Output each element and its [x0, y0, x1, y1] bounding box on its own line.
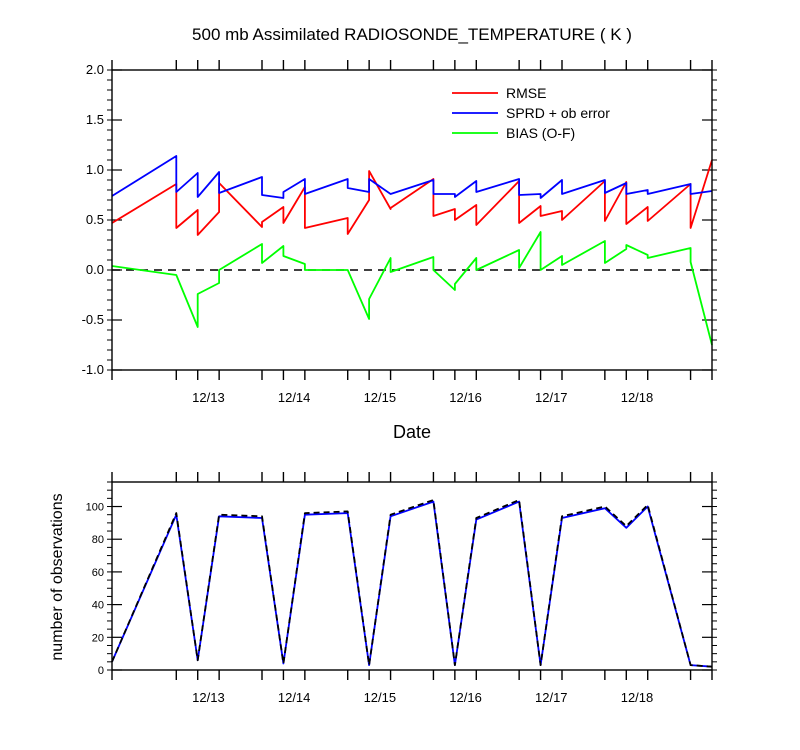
y-tick-label: 0.0 [86, 262, 104, 277]
x-tick-label: 12/16 [449, 390, 482, 405]
series-line-bias-o-f [111, 231, 713, 346]
series-line-obs-assimilated [111, 499, 713, 668]
x-tick-label: 12/15 [364, 390, 397, 405]
x-tick-label: 12/17 [535, 390, 568, 405]
legend: RMSE SPRD + ob error BIAS (O-F) [452, 85, 610, 141]
y-tick-label: 80 [92, 534, 104, 546]
series-line-rmse [111, 159, 713, 236]
y-tick-label: 40 [92, 600, 104, 612]
series-line-sprd-ob-error [111, 155, 713, 199]
x-tick-label: 12/18 [621, 390, 654, 405]
x-tick-label: 12/14 [278, 690, 311, 705]
x-tick-label: 12/13 [192, 390, 225, 405]
y-tick-label: 1.0 [86, 162, 104, 177]
series-line-obs-total [111, 500, 713, 668]
x-tick-label: 12/14 [278, 390, 311, 405]
y-tick-label: 20 [92, 632, 104, 644]
legend-label-sprd-ob-error: SPRD + ob error [506, 105, 610, 121]
chart-title: 500 mb Assimilated RADIOSONDE_TEMPERATUR… [192, 25, 632, 44]
y-tick-label: -0.5 [82, 312, 104, 327]
legend-label-rmse: RMSE [506, 85, 546, 101]
y-tick-label: 60 [92, 567, 104, 579]
y-tick-label: 100 [86, 502, 104, 514]
bottom-chart: 0 20 40 60 80 100 12/13 12/14 12/15 12/16 12/17 12/… [49, 472, 717, 705]
y-tick-label: 0 [98, 665, 104, 677]
top-chart: 500 mb Assimilated RADIOSONDE_TEMPERATUR… [82, 25, 717, 442]
y-tick-label: 2.0 [86, 62, 104, 77]
x-tick-label: 12/17 [535, 690, 568, 705]
y-tick-label: 0.5 [86, 212, 104, 227]
x-axis-label: Date [393, 422, 431, 442]
y-axis-label: number of observations [49, 493, 66, 660]
bottom-series [111, 499, 713, 668]
top-series [111, 155, 713, 346]
top-axis-ticks: 2.0 1.5 1.0 0.5 0.0 -0.5 -1.0 12/13 12/14 12/15 12… [82, 60, 717, 405]
y-tick-label: -1.0 [82, 362, 104, 377]
x-tick-label: 12/15 [364, 690, 397, 705]
y-tick-label: 1.5 [86, 112, 104, 127]
bottom-plot-frame [111, 481, 713, 671]
x-tick-label: 12/13 [192, 690, 225, 705]
legend-label-bias-o-f: BIAS (O-F) [506, 125, 575, 141]
x-tick-label: 12/16 [449, 690, 482, 705]
x-tick-label: 12/18 [621, 690, 654, 705]
top-plot-frame [111, 69, 713, 371]
